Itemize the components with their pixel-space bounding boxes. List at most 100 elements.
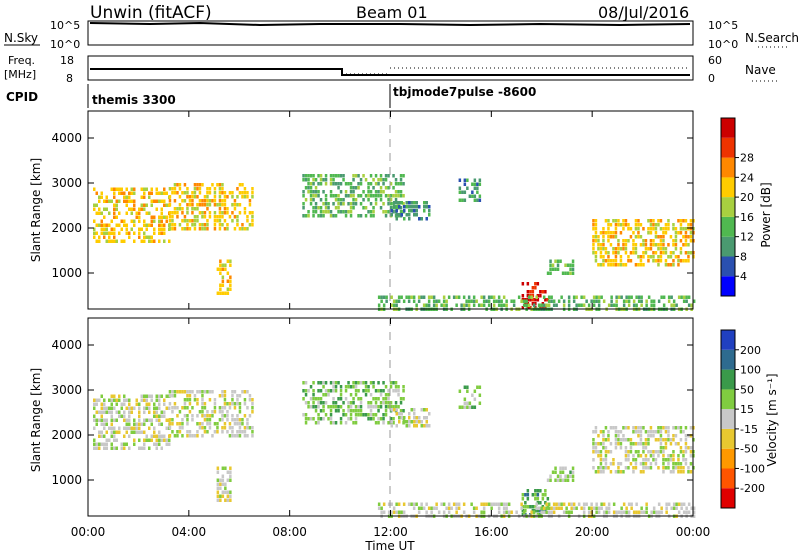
- velocity-echo-cell: [243, 426, 247, 430]
- power-echo-cell: [415, 205, 418, 209]
- power-echo-cell: [367, 182, 370, 186]
- power-echo-cell: [158, 199, 161, 203]
- velocity-echo-cell: [344, 397, 348, 401]
- power-echo-cell: [468, 194, 472, 198]
- velocity-echo-cell: [329, 421, 333, 425]
- velocity-echo-cell: [654, 458, 658, 462]
- power-echo-cell: [617, 243, 620, 247]
- power-echo-cell: [602, 239, 605, 243]
- velocity-echo-cell: [354, 389, 358, 393]
- velocity-colorbar-tick-label: 50: [740, 383, 754, 396]
- power-echo-cell: [352, 174, 355, 178]
- velocity-echo-cell: [657, 510, 661, 514]
- power-echo-cell: [165, 215, 168, 219]
- power-colorbar-tick-label: 4: [740, 270, 747, 283]
- power-echo-cell: [534, 286, 537, 290]
- power-echo-cell: [163, 239, 166, 243]
- power-echo-cell: [594, 251, 598, 255]
- velocity-echo-cell: [248, 398, 252, 402]
- power-echo-cell: [206, 203, 209, 207]
- power-echo-cell: [243, 187, 247, 191]
- velocity-echo-cell: [634, 458, 638, 462]
- power-echo-cell: [201, 183, 204, 187]
- velocity-echo-cell: [221, 394, 224, 398]
- power-echo-cell: [337, 194, 340, 198]
- velocity-echo-cell: [682, 458, 685, 462]
- velocity-echo-cell: [165, 438, 168, 442]
- velocity-echo-cell: [461, 405, 464, 409]
- power-echo-cell: [389, 206, 393, 210]
- power-echo-cell: [382, 295, 386, 299]
- power-echo-cell: [317, 190, 320, 194]
- power-echo-cell: [389, 194, 393, 198]
- velocity-echo-cell: [138, 446, 141, 450]
- power-echo-cell: [181, 191, 184, 195]
- velocity-echo-cell: [216, 486, 220, 490]
- power-echo-cell: [251, 187, 254, 191]
- power-echo-cell: [193, 195, 197, 199]
- velocity-echo-cell: [665, 506, 668, 510]
- velocity-echo-cell: [140, 430, 143, 434]
- power-echo-cell: [359, 202, 363, 206]
- velocity-echo-cell: [95, 446, 98, 450]
- velocity-echo-cell: [203, 406, 207, 410]
- power-echo-cell: [399, 210, 403, 214]
- power-echo-cell: [233, 227, 237, 231]
- power-echo-cell: [302, 190, 305, 194]
- power-echo-cell: [592, 295, 596, 299]
- power-echo-cell: [612, 259, 615, 263]
- power-echo-cell: [98, 223, 101, 227]
- power-echo-cell: [357, 182, 360, 186]
- power-echo-cell: [213, 211, 217, 215]
- velocity-echo-cell: [657, 450, 660, 454]
- power-echo-cell: [460, 303, 463, 307]
- velocity-echo-cell: [430, 510, 433, 514]
- velocity-echo-cell: [536, 497, 540, 501]
- velocity-echo-cell: [679, 462, 683, 466]
- power-echo-cell: [392, 174, 395, 178]
- power-echo-cell: [208, 199, 212, 203]
- velocity-echo-cell: [389, 401, 393, 405]
- velocity-echo-cell: [219, 494, 222, 498]
- velocity-echo-cell: [657, 502, 661, 506]
- velocity-echo-cell: [359, 397, 363, 401]
- power-colorbar-tick-label: 20: [740, 191, 754, 204]
- velocity-echo-cell: [609, 462, 613, 466]
- velocity-echo-cell: [652, 458, 655, 462]
- power-echo-cell: [617, 219, 620, 223]
- freq-tick-top: 18: [60, 54, 74, 67]
- velocity-echo-cell: [592, 450, 595, 454]
- velocity-echo-cell: [183, 398, 187, 402]
- velocity-echo-cell: [597, 434, 600, 438]
- power-echo-cell: [349, 190, 353, 194]
- velocity-echo-cell: [395, 412, 398, 416]
- power-echo-cell: [482, 299, 486, 303]
- power-echo-cell: [367, 190, 370, 194]
- velocity-echo-cell: [115, 438, 118, 442]
- velocity-echo-cell: [677, 502, 681, 506]
- velocity-echo-cell: [221, 414, 224, 418]
- velocity-echo-cell: [552, 510, 556, 514]
- velocity-echo-cell: [236, 418, 239, 422]
- velocity-echo-cell: [597, 506, 601, 510]
- power-echo-cell: [547, 303, 551, 307]
- power-echo-cell: [176, 211, 179, 215]
- power-echo-cell: [226, 287, 230, 291]
- velocity-echo-cell: [319, 401, 323, 405]
- velocity-echo-cell: [642, 466, 645, 470]
- power-echo-cell: [639, 255, 643, 259]
- power-colorbar-tick-label: 12: [740, 231, 754, 244]
- power-echo-cell: [317, 214, 320, 218]
- power-echo-cell: [309, 186, 313, 190]
- velocity-echo-cell: [168, 390, 172, 394]
- velocity-echo-cell: [113, 406, 116, 410]
- velocity-echo-cell: [471, 405, 474, 409]
- power-echo-cell: [473, 194, 477, 198]
- power-echo-cell: [143, 231, 146, 235]
- power-echo-cell: [624, 247, 628, 251]
- velocity-echo-cell: [145, 402, 148, 406]
- power-echo-cell: [473, 182, 477, 186]
- velocity-echo-cell: [158, 418, 161, 422]
- velocity-echo-cell: [684, 442, 688, 446]
- power-echo-cell: [367, 198, 370, 202]
